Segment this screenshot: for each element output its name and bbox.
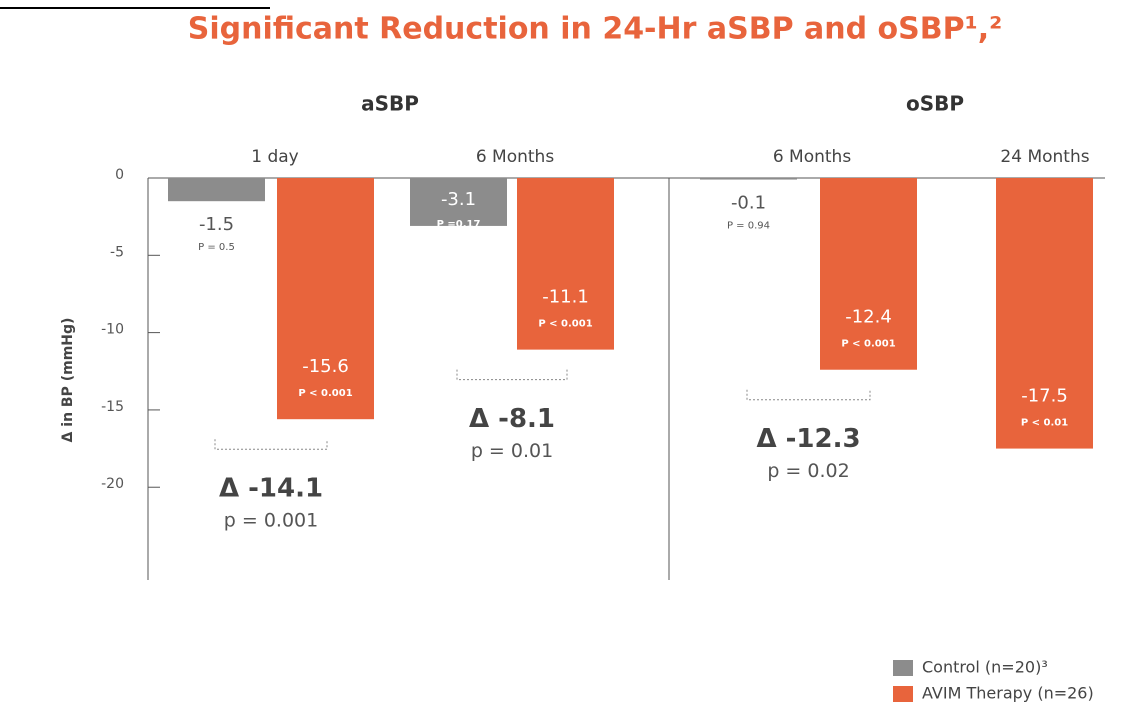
y-tick-label: -15 — [101, 399, 124, 415]
legend-label: Control (n=20)³ — [922, 658, 1048, 677]
value-label: -1.5 — [199, 214, 234, 235]
value-label: -17.5 — [1021, 386, 1068, 407]
group-label: 6 Months — [476, 147, 555, 167]
delta-p: p = 0.001 — [224, 510, 318, 532]
bar — [996, 178, 1093, 449]
value-label: -11.1 — [542, 287, 589, 308]
delta-bracket — [746, 389, 871, 401]
delta-label: Δ -12.3 — [756, 424, 860, 454]
p-label: P < 0.001 — [298, 388, 352, 399]
bar — [700, 178, 797, 180]
delta-label: Δ -14.1 — [219, 474, 323, 504]
delta-p: p = 0.01 — [471, 440, 553, 462]
bar — [168, 178, 265, 202]
p-label: P = 0.94 — [727, 221, 770, 232]
p-label: P < 0.001 — [841, 339, 895, 350]
p-label: P =0.17 — [437, 219, 481, 230]
chart-title: Significant Reduction in 24-Hr aSBP and … — [188, 12, 1003, 47]
p-label: P = 0.5 — [198, 242, 235, 253]
bar — [820, 178, 917, 370]
bar — [517, 178, 614, 350]
group-label: 6 Months — [773, 147, 852, 167]
group-label: 1 day — [251, 147, 299, 167]
y-tick-label: 0 — [115, 167, 124, 183]
panel-label: aSBP — [361, 92, 419, 116]
delta-p: p = 0.02 — [767, 460, 849, 482]
y-tick-label: -20 — [101, 476, 124, 492]
p-label: P < 0.01 — [1021, 418, 1068, 429]
bar — [410, 178, 507, 226]
legend-swatch — [893, 686, 913, 702]
y-tick-label: -10 — [101, 322, 124, 338]
legend-label: AVIM Therapy (n=26) — [922, 684, 1094, 703]
value-label: -0.1 — [731, 193, 766, 214]
p-label: P < 0.001 — [538, 319, 592, 330]
value-label: -15.6 — [302, 356, 349, 377]
legend-swatch — [893, 660, 913, 676]
y-tick-label: -5 — [110, 244, 124, 260]
delta-label: Δ -8.1 — [469, 404, 555, 434]
group-label: 24 Months — [1000, 147, 1089, 167]
value-label: -3.1 — [441, 189, 476, 210]
value-label: -12.4 — [845, 307, 892, 328]
delta-bracket — [214, 439, 328, 450]
panel-label: oSBP — [906, 92, 964, 116]
y-axis-label: Δ in BP (mmHg) — [60, 318, 76, 443]
bar — [277, 178, 374, 420]
delta-bracket — [456, 369, 568, 381]
